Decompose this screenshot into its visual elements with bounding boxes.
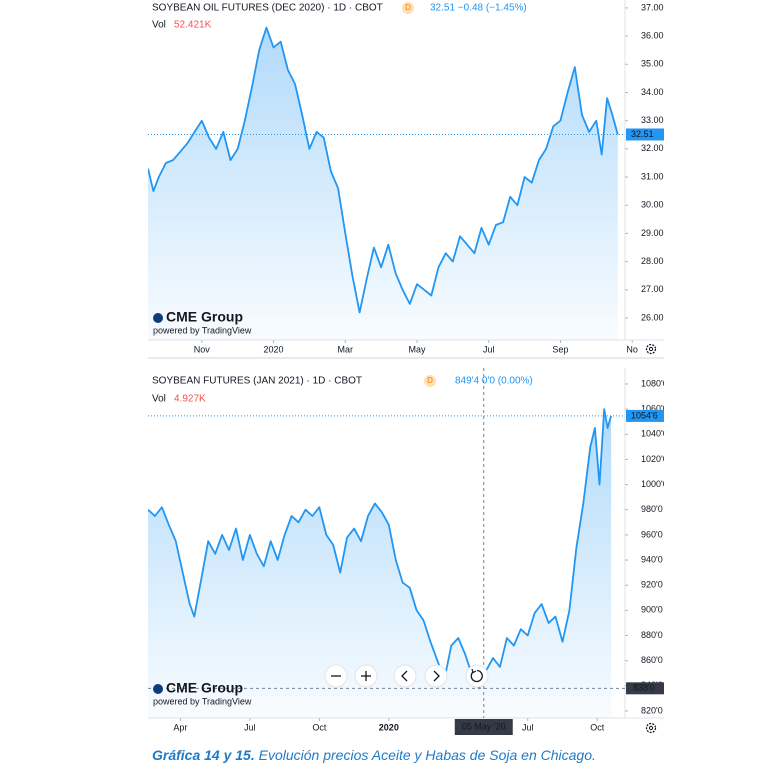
last-price-box [626,128,664,141]
y-tick-label: 980'0 [641,504,663,514]
caption-bold: Gráfica 14 y 15. [152,747,255,763]
y-tick-label: 28.00 [641,256,664,266]
y-tick-label: 32.00 [641,143,664,153]
x-tick-label: Jul [522,722,534,732]
y-tick-label: 26.00 [641,312,664,322]
quote: 849'4 0'0 (0.00%) [455,376,533,387]
y-tick-label: 29.00 [641,228,664,238]
volume-label: Vol [152,394,166,405]
y-tick-label: 1060'0 [641,403,668,413]
y-tick-label: 35.00 [641,59,664,69]
x-tick-label: 2020 [264,344,284,354]
y-tick-label: 36.00 [641,30,664,40]
y-tick-label: 27.00 [641,284,664,294]
y-tick-label: 920'0 [641,580,663,590]
y-tick-label: 1040'0 [641,429,668,439]
logo: CME Group [166,680,243,696]
y-tick-label: 1000'0 [641,479,668,489]
volume-value: 52.421K [174,20,212,31]
badge-bg [424,375,436,387]
badge-bg [402,2,414,14]
y-tick-label: 34.00 [641,87,664,97]
y-tick-label: 880'0 [641,630,663,640]
y-tick-label: 960'0 [641,529,663,539]
scroll-right-button[interactable] [424,664,448,688]
x-tick-label: No [626,344,638,354]
price-line [148,26,619,314]
zoom-in-button[interactable] [354,664,378,688]
volume-label: Vol [152,20,166,31]
caption-text: Evolución precios Aceite y Habas de Soja… [259,747,596,763]
powered-by: powered by TradingView [153,696,252,706]
y-tick-label: 940'0 [641,554,663,564]
logo-globe [153,684,163,694]
area [148,27,618,340]
chart-title: SOYBEAN FUTURES (JAN 2021) · 1D · CBOT [152,376,362,387]
x-tick-label: Sep [552,344,568,354]
crosshair-x-box [454,719,513,735]
x-tick-label: Nov [194,344,211,354]
x-tick-label: Jul [244,722,256,732]
x-tick-label: Apr [173,722,187,732]
crosshair-y-label: 838'0 [633,683,655,693]
y-tick-label: 37.00 [641,2,664,12]
y-tick-label: 860'0 [641,655,663,665]
powered-by: powered by TradingView [153,325,252,335]
zoom-out-button[interactable] [324,664,348,688]
y-tick-label: 30.00 [641,200,664,210]
chart-title: SOYBEAN OIL FUTURES (DEC 2020) · 1D · CB… [152,3,383,14]
logo: CME Group [166,309,243,325]
x-tick-label: Jul [483,344,495,354]
logo-globe [153,313,163,323]
last-price-box [626,409,664,422]
y-tick-label: 1080'0 [641,378,668,388]
caption: Gráfica 14 y 15. Evolución precios Aceit… [152,747,596,763]
y-tick-label: 33.00 [641,115,664,125]
last-price-label: 1054'6 [631,410,658,420]
x-tick-label: Mar [338,344,354,354]
crosshair-x-label: 05 May '20 [462,721,506,731]
y-tick-label: 900'0 [641,605,663,615]
area [148,409,612,718]
last-price-label: 32.51 [631,129,654,139]
plot [148,26,619,340]
quote: 32.51 −0.48 (−1.45%) [430,3,527,14]
x-tick-label: 2020 [379,722,399,732]
scroll-left-button[interactable] [393,664,417,688]
y-tick-label: 1020'0 [641,454,668,464]
crosshair-y-box [626,682,664,695]
plot [148,408,612,718]
price-line [148,408,612,690]
badge: D [405,3,411,12]
zoom-controls [324,664,489,688]
x-tick-label: Oct [312,722,327,732]
x-tick-label: Oct [590,722,605,732]
y-tick-label: 820'0 [641,705,663,715]
x-tick-label: May [408,344,426,354]
settings-icon[interactable] [645,722,657,734]
volume-value: 4.927K [174,394,206,405]
reset-button[interactable] [465,664,489,688]
y-tick-label: 31.00 [641,171,664,181]
settings-icon[interactable] [645,343,657,355]
badge: D [427,376,433,385]
